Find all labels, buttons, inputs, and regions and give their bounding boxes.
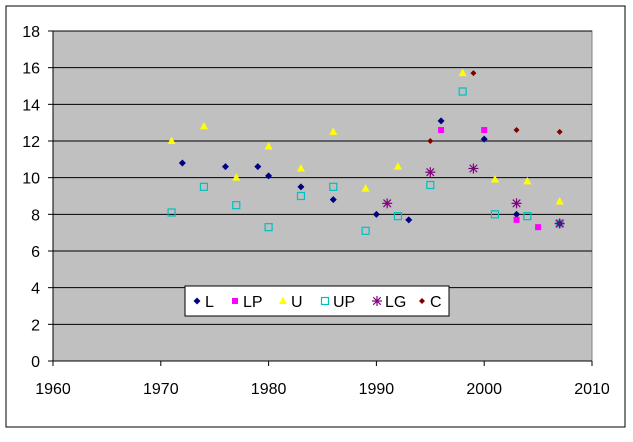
- legend-label-c: C: [430, 294, 442, 311]
- point-l-0: [178, 159, 186, 167]
- point-l-3: [265, 172, 273, 180]
- series-lg: [382, 163, 565, 229]
- series-u: [167, 68, 564, 205]
- point-up-0: [167, 208, 176, 217]
- point-up-9: [458, 87, 467, 96]
- point-c-1: [470, 70, 477, 77]
- legend-entry-lg: LG: [372, 294, 406, 311]
- point-c-2: [513, 127, 520, 133]
- legend-entry-l: L: [193, 294, 214, 311]
- legend: L LP U UP LG C: [184, 285, 450, 317]
- point-l-6: [372, 210, 380, 218]
- y-tick-label-0: 0: [31, 354, 40, 371]
- point-u-4: [296, 164, 305, 172]
- point-up-7: [393, 212, 403, 221]
- point-up-10: [490, 210, 500, 219]
- point-u-6: [361, 184, 370, 192]
- legend-label-lp: LP: [243, 294, 263, 311]
- point-up-2: [232, 201, 241, 210]
- point-l-8: [437, 117, 445, 125]
- point-up-5: [329, 182, 338, 191]
- point-u-1: [199, 121, 208, 130]
- point-u-11: [555, 197, 564, 205]
- y-tick-label-6: 6: [31, 244, 40, 261]
- point-lg-2: [468, 163, 479, 174]
- legend-entry-lp: LP: [232, 294, 263, 311]
- y-tick-label-16: 16: [22, 61, 40, 78]
- y-tick-label-2: 2: [31, 317, 40, 334]
- x-tick-label-2000: 2000: [466, 381, 502, 398]
- point-lg-3: [511, 198, 522, 209]
- legend-label-lg: LG: [385, 294, 406, 311]
- point-up-4: [296, 191, 306, 201]
- y-tick-label-18: 18: [22, 24, 40, 41]
- point-u-2: [232, 173, 241, 181]
- y-tick-label-10: 10: [22, 171, 40, 188]
- x-tick-label-1970: 1970: [143, 381, 179, 398]
- point-l-5: [329, 196, 337, 204]
- point-l-4: [297, 183, 305, 191]
- series-up: [167, 87, 564, 235]
- point-up-8: [426, 180, 435, 190]
- y-tick-label-4: 4: [31, 281, 40, 298]
- legend-marker-up: [320, 296, 330, 306]
- point-l-7: [405, 216, 413, 224]
- legend-entry-u: U: [279, 294, 303, 311]
- legend-label-up: UP: [333, 294, 355, 311]
- point-lp-2: [513, 216, 520, 223]
- point-u-7: [393, 162, 402, 170]
- x-axis-ticks: 1960 1970 1980 1990 2000 2010: [35, 361, 610, 398]
- data-points: [167, 68, 565, 235]
- point-up-11: [523, 212, 532, 221]
- x-tick-label-1960: 1960: [35, 381, 71, 398]
- legend-marker-lp: [232, 298, 238, 304]
- point-c-3: [556, 128, 563, 135]
- x-tick-label-1990: 1990: [359, 381, 395, 398]
- point-u-5: [329, 127, 338, 135]
- y-tick-label-8: 8: [31, 207, 40, 224]
- point-up-6: [361, 226, 370, 235]
- point-lg-4: [554, 218, 565, 229]
- point-lp-3: [535, 224, 542, 231]
- point-l-1: [221, 163, 229, 171]
- point-u-3: [264, 142, 273, 150]
- axes: [52, 31, 592, 362]
- point-lp-0: [438, 127, 445, 133]
- point-u-8: [458, 68, 467, 77]
- legend-marker-c: [419, 298, 425, 304]
- legend-marker-u: [279, 296, 287, 304]
- legend-label-u: U: [291, 294, 303, 311]
- legend-marker-l: [193, 297, 201, 305]
- legend-marker-lg: [372, 296, 382, 306]
- legend-label-l: L: [205, 294, 214, 311]
- x-tick-label-1980: 1980: [251, 381, 287, 398]
- point-u-0: [167, 136, 176, 144]
- point-u-9: [490, 175, 499, 183]
- y-tick-label-12: 12: [22, 134, 40, 151]
- series-c: [427, 70, 563, 144]
- point-lp-1: [481, 127, 488, 133]
- point-lg-0: [382, 198, 393, 209]
- series-lp: [438, 127, 542, 231]
- point-l-10: [513, 210, 521, 218]
- point-l-2: [254, 163, 262, 171]
- y-axis-ticks: 0 2 4 6 8 10 12 14 16 18: [22, 24, 53, 371]
- point-up-3: [264, 223, 273, 232]
- y-tick-label-14: 14: [22, 97, 40, 114]
- legend-entry-c: C: [419, 294, 442, 311]
- point-u-10: [523, 176, 532, 185]
- legend-box: [184, 285, 450, 317]
- point-l-9: [480, 135, 488, 143]
- x-tick-label-2010: 2010: [574, 381, 610, 398]
- point-up-1: [199, 182, 209, 191]
- point-lg-1: [425, 167, 436, 178]
- point-c-0: [427, 138, 434, 144]
- legend-entry-up: UP: [320, 294, 355, 311]
